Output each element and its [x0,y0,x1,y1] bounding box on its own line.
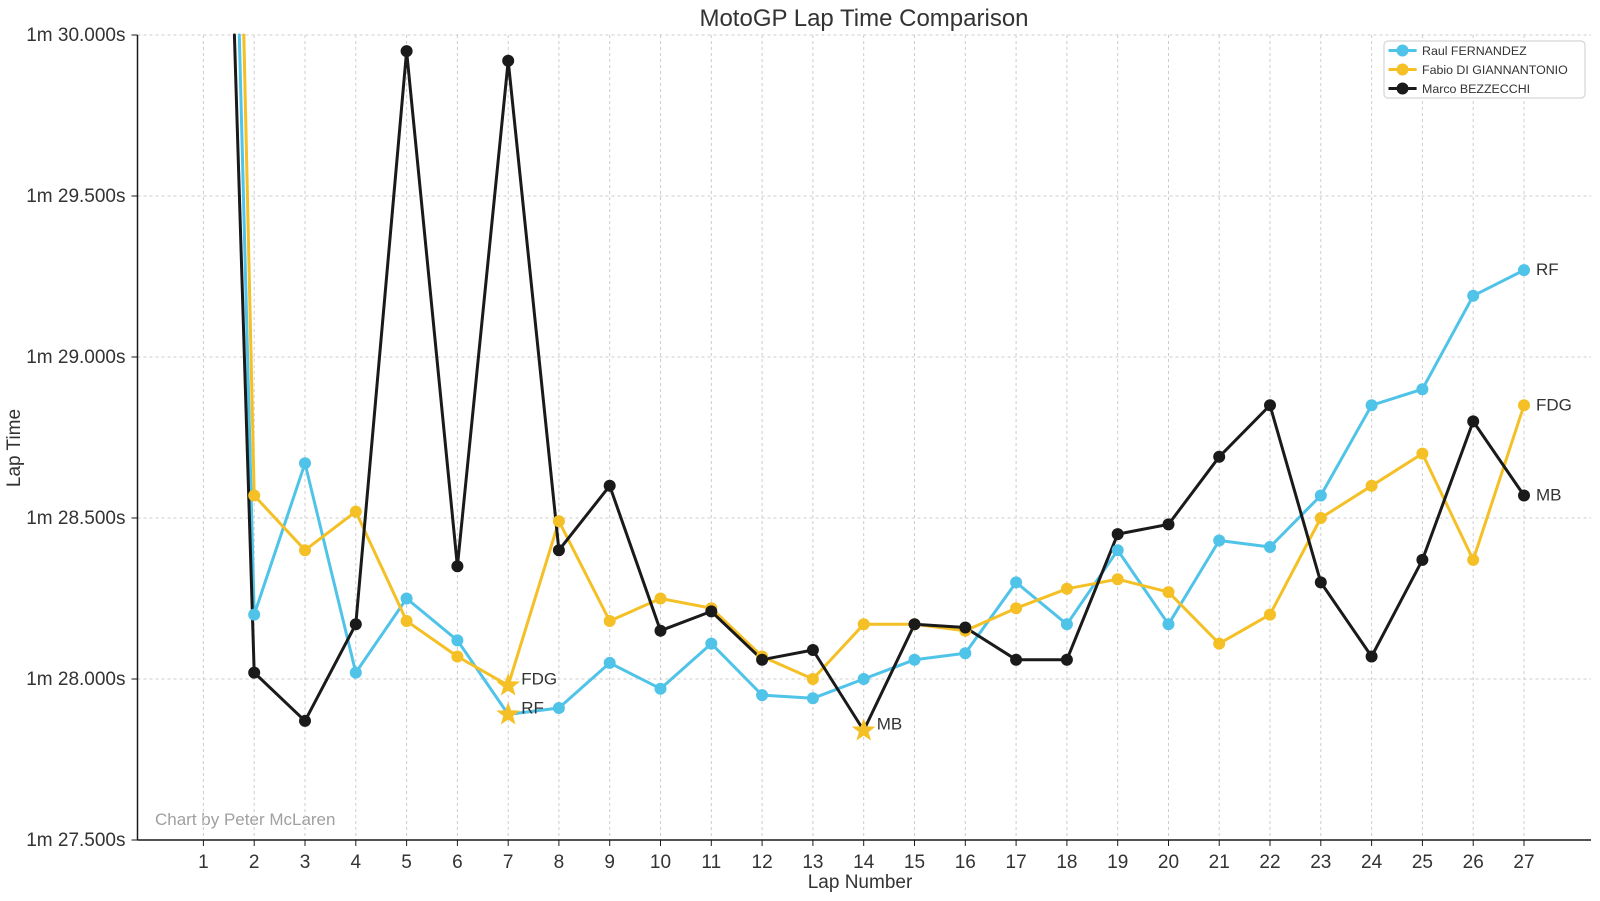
svg-text:Lap Time: Lap Time [4,409,25,487]
svg-text:1m 29.000s: 1m 29.000s [26,347,125,368]
svg-text:1m 29.500s: 1m 29.500s [26,186,125,207]
svg-text:15: 15 [904,852,925,873]
svg-text:21: 21 [1209,852,1230,873]
svg-text:Lap Number: Lap Number [808,872,913,893]
svg-text:16: 16 [955,852,976,873]
svg-text:13: 13 [802,852,823,873]
svg-text:20: 20 [1158,852,1179,873]
svg-text:FDG: FDG [1536,395,1572,414]
svg-text:1m 28.000s: 1m 28.000s [26,669,125,690]
svg-text:MotoGP Lap Time Comparison: MotoGP Lap Time Comparison [699,5,1028,32]
svg-text:25: 25 [1412,852,1433,873]
svg-text:1: 1 [198,852,209,873]
svg-text:23: 23 [1310,852,1331,873]
svg-text:MB: MB [877,715,903,734]
svg-text:6: 6 [452,852,463,873]
svg-text:7: 7 [503,852,514,873]
svg-text:5: 5 [401,852,412,873]
svg-text:26: 26 [1463,852,1484,873]
svg-text:24: 24 [1361,852,1383,873]
svg-text:8: 8 [554,852,565,873]
svg-text:9: 9 [604,852,615,873]
svg-text:RF: RF [1536,260,1559,279]
svg-text:18: 18 [1056,852,1077,873]
svg-text:Raul FERNANDEZ: Raul FERNANDEZ [1422,44,1527,58]
svg-text:4: 4 [351,852,362,873]
svg-text:11: 11 [701,852,721,873]
svg-text:FDG: FDG [521,669,557,688]
svg-text:3: 3 [300,852,311,873]
svg-text:Chart by Peter McLaren: Chart by Peter McLaren [155,810,335,829]
svg-text:1m 30.000s: 1m 30.000s [26,25,125,46]
svg-text:10: 10 [650,852,671,873]
svg-text:12: 12 [752,852,773,873]
svg-text:17: 17 [1006,852,1027,873]
svg-text:Marco BEZZECCHI: Marco BEZZECCHI [1422,82,1530,96]
svg-text:22: 22 [1259,852,1280,873]
svg-text:1m 27.500s: 1m 27.500s [26,830,125,851]
svg-text:Fabio DI GIANNANTONIO: Fabio DI GIANNANTONIO [1422,63,1568,77]
svg-text:RF: RF [521,698,544,717]
svg-text:27: 27 [1513,852,1534,873]
svg-text:19: 19 [1107,852,1128,873]
svg-text:14: 14 [853,852,875,873]
svg-text:MB: MB [1536,486,1562,505]
svg-text:2: 2 [249,852,260,873]
svg-text:1m 28.500s: 1m 28.500s [26,508,125,529]
